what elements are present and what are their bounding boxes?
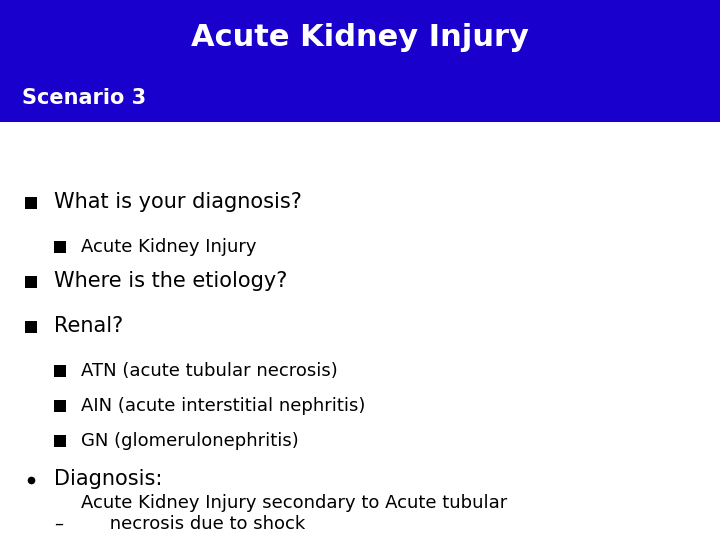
Text: Acute Kidney Injury secondary to Acute tubular
     necrosis due to shock: Acute Kidney Injury secondary to Acute t… bbox=[81, 495, 507, 533]
Text: –: – bbox=[54, 515, 63, 533]
FancyBboxPatch shape bbox=[25, 321, 37, 333]
Text: Acute Kidney Injury: Acute Kidney Injury bbox=[81, 238, 256, 256]
FancyBboxPatch shape bbox=[25, 197, 37, 209]
Text: Renal?: Renal? bbox=[54, 315, 123, 335]
FancyBboxPatch shape bbox=[54, 241, 66, 253]
Text: Acute Kidney Injury: Acute Kidney Injury bbox=[191, 23, 529, 52]
Text: GN (glomerulonephritis): GN (glomerulonephritis) bbox=[81, 432, 298, 450]
Text: AIN (acute interstitial nephritis): AIN (acute interstitial nephritis) bbox=[81, 397, 365, 415]
FancyBboxPatch shape bbox=[54, 365, 66, 377]
Text: Diagnosis:: Diagnosis: bbox=[54, 469, 163, 489]
FancyBboxPatch shape bbox=[25, 276, 37, 288]
Text: Where is the etiology?: Where is the etiology? bbox=[54, 271, 287, 291]
Text: ATN (acute tubular necrosis): ATN (acute tubular necrosis) bbox=[81, 362, 338, 380]
Text: What is your diagnosis?: What is your diagnosis? bbox=[54, 192, 302, 212]
FancyBboxPatch shape bbox=[0, 0, 720, 75]
Text: Scenario 3: Scenario 3 bbox=[22, 88, 145, 108]
FancyBboxPatch shape bbox=[54, 400, 66, 412]
FancyBboxPatch shape bbox=[54, 435, 66, 447]
FancyBboxPatch shape bbox=[0, 75, 720, 122]
